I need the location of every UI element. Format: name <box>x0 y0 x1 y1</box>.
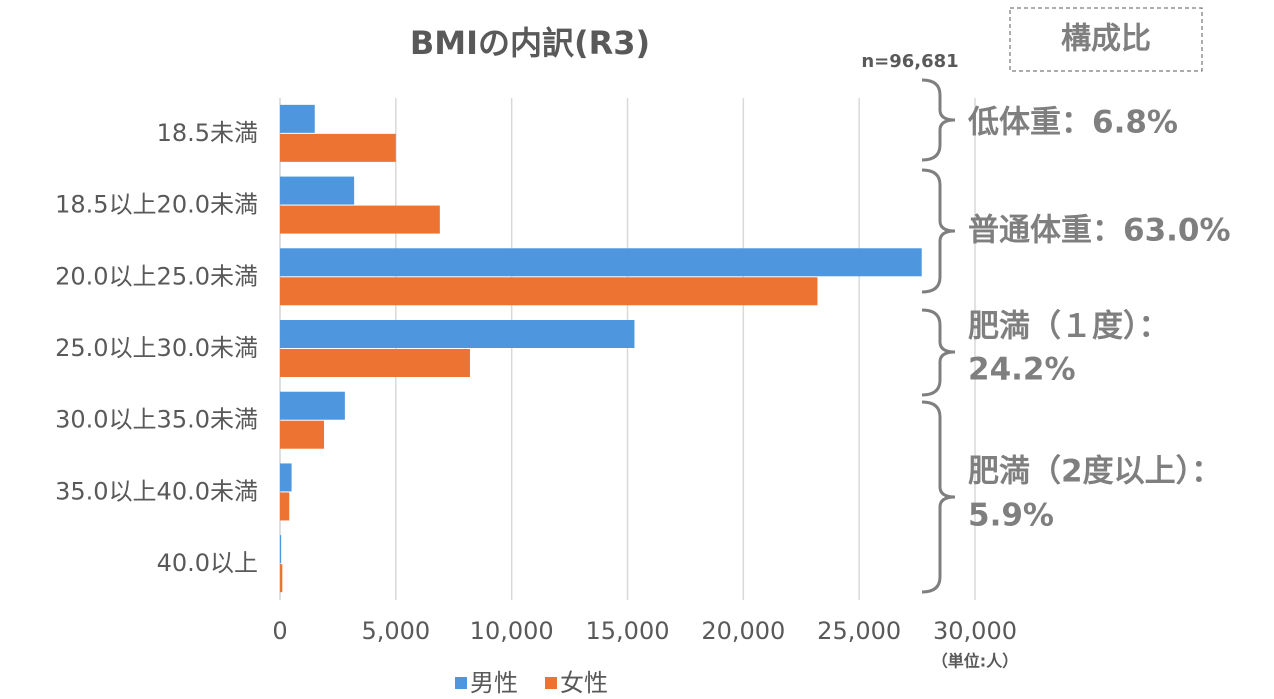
annotation: 24.2% <box>968 352 1076 388</box>
annotation: 肥満（2度以上）： <box>968 454 1222 490</box>
subtitle: n=96,681 <box>861 51 958 72</box>
annotation: 低体重：6.8% <box>967 105 1178 141</box>
chart-title: BMIの内訳(R3) <box>410 24 650 62</box>
badge: 構成比 <box>1061 22 1151 57</box>
x-tick-label: 0 <box>272 617 287 645</box>
brackets <box>921 78 956 594</box>
bar <box>280 492 290 521</box>
y-tick-label: 25.0以上30.0未満 <box>55 334 258 362</box>
bracket <box>921 78 956 162</box>
y-tick-label: 18.5未満 <box>157 119 258 147</box>
legend-swatch <box>455 677 467 689</box>
x-tick-label: 5,000 <box>361 617 430 645</box>
legend-label: 男性 <box>470 669 518 697</box>
x-tick-label: 15,000 <box>586 617 670 645</box>
x-tick-label: 20,000 <box>701 617 785 645</box>
y-tick-label: 20.0以上25.0未満 <box>55 262 258 290</box>
bracket <box>921 400 956 594</box>
annotation: 肥満（１度）： <box>968 309 1170 345</box>
annotation: 5.9% <box>968 498 1054 534</box>
unit-note: （単位:人） <box>932 652 1018 671</box>
bracket <box>921 308 956 397</box>
bar <box>280 535 282 564</box>
bar <box>280 277 818 306</box>
bracket <box>921 168 956 294</box>
legend-label: 女性 <box>560 669 608 697</box>
legend-swatch <box>545 677 557 689</box>
y-tick-label: 18.5以上20.0未満 <box>55 191 258 219</box>
x-tick-label: 25,000 <box>817 617 901 645</box>
y-tick-label: 40.0以上 <box>157 549 258 577</box>
bar <box>280 176 355 205</box>
y-tick-label: 35.0以上40.0未満 <box>55 477 258 505</box>
bar <box>280 463 292 492</box>
badge-box <box>1009 7 1203 72</box>
bar <box>280 205 440 234</box>
bar <box>280 391 345 420</box>
x-tick-label: 30,000 <box>933 617 1017 645</box>
bar <box>280 320 635 348</box>
bar <box>280 133 396 162</box>
y-tick-label: 30.0以上35.0未満 <box>55 406 258 434</box>
bar <box>280 104 315 133</box>
bar <box>280 420 325 449</box>
annotation: 普通体重：63.0% <box>968 213 1231 249</box>
bar <box>280 248 922 277</box>
x-tick-label: 10,000 <box>470 617 554 645</box>
bar <box>280 349 470 377</box>
bar <box>280 564 283 593</box>
